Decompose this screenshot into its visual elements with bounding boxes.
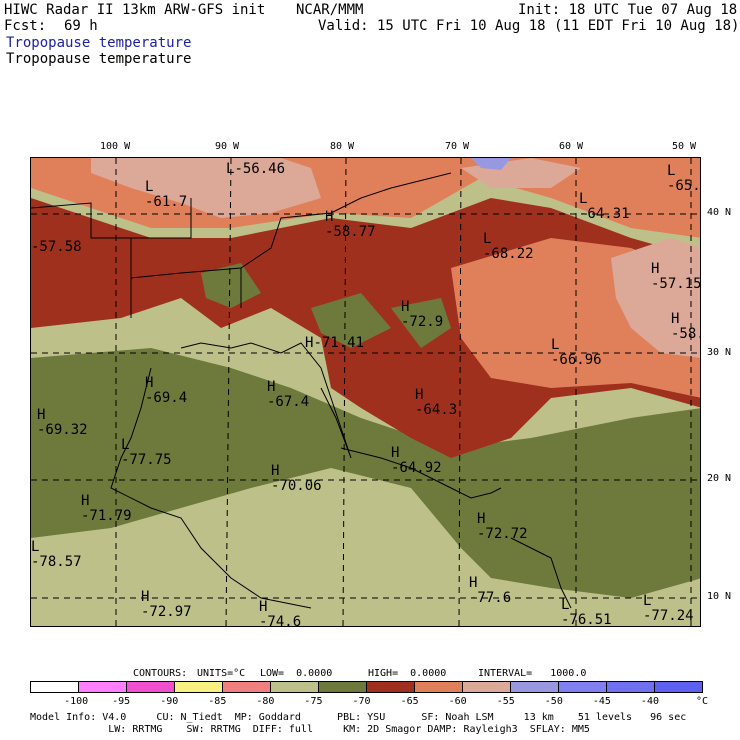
colorbar-tick-label: -65 — [400, 696, 419, 707]
pressure-label: -57.58 — [31, 239, 82, 255]
forecast-label: Fcst: — [4, 18, 47, 34]
lat-label: 30 N — [707, 347, 732, 358]
pressure-label: L -77.75 — [121, 437, 172, 468]
colorbar-tick-label: -85 — [208, 696, 227, 707]
colorbar-tick-label: -70 — [352, 696, 371, 707]
colorbar-swatch — [511, 682, 559, 692]
pressure-label: H -77.6 — [469, 575, 512, 606]
weather-map: L-56.46 L -61.7 L -65. H -58.77 L -64.31… — [30, 157, 701, 627]
lavender-patch — [471, 158, 511, 170]
pressure-label: H -58. — [671, 311, 700, 342]
olive-patch — [201, 263, 261, 308]
colorbar-swatch — [175, 682, 223, 692]
lat-label: 10 N — [707, 591, 732, 602]
pressure-label: L -65. — [667, 163, 701, 194]
olive-patch — [311, 293, 391, 348]
pressure-label: L -68.22 — [483, 231, 534, 262]
pink-region — [91, 158, 321, 218]
pressure-label: L -61.7 — [145, 179, 188, 210]
pressure-label: H -70.06 — [271, 463, 322, 494]
contours-high: HIGH= 0.0000 — [368, 668, 447, 679]
graticule — [31, 158, 700, 626]
colorbar-tick-label: -40 — [640, 696, 659, 707]
pressure-label: L -76.51 — [561, 597, 612, 627]
model-info-line2: LW: RRTMG SW: RRTMG DIFF: full KM: 2D Sm… — [30, 724, 590, 735]
pressure-label: L -66.96 — [551, 337, 602, 368]
pressure-label: H -72.72 — [477, 511, 528, 542]
colorbar-tick-label: -45 — [592, 696, 611, 707]
init-time: Init: 18 UTC Tue 07 Aug 18 — [518, 2, 738, 18]
colorbar-unit: °C — [696, 696, 709, 707]
contours-interval: INTERVAL= 1000.0 — [478, 668, 587, 679]
lat-label: 40 N — [707, 207, 732, 218]
pressure-label: L -78.57 — [31, 539, 82, 570]
pressure-label: H-71.41 — [305, 335, 365, 351]
colorbar-swatch — [319, 682, 367, 692]
colorbar-tick-label: -95 — [112, 696, 131, 707]
lon-label: 60 W — [559, 141, 584, 152]
model-title: HIWC Radar II 13km ARW-GFS init — [4, 2, 266, 18]
pressure-label: H -72.97 — [141, 589, 192, 620]
colorbar-tick-label: -50 — [544, 696, 563, 707]
contours-label: CONTOURS: — [133, 668, 188, 679]
forecast-hours: 69 h — [64, 18, 98, 34]
coastlines — [31, 172, 572, 609]
pressure-label: H -69.32 — [37, 407, 88, 438]
pink-region — [611, 238, 700, 358]
colorbar-swatch — [415, 682, 463, 692]
field-title: Tropopause temperature — [6, 51, 192, 67]
pressure-label: H -69.4 — [145, 375, 188, 406]
pressure-label: H -67.4 — [267, 379, 310, 410]
colorbar-swatch — [607, 682, 655, 692]
lon-label: 50 W — [672, 141, 697, 152]
colorbar-swatch — [655, 682, 702, 692]
colorbar-swatch — [127, 682, 175, 692]
colorbar-tick-label: -60 — [448, 696, 467, 707]
contours-low: LOW= 0.0000 — [260, 668, 333, 679]
colorbar-tick-label: -75 — [304, 696, 323, 707]
colorbar — [30, 681, 703, 693]
colorbar-swatch — [79, 682, 127, 692]
map-fill — [31, 158, 700, 626]
lon-label: 80 W — [330, 141, 355, 152]
colorbar-swatch — [367, 682, 415, 692]
colorbar-swatch — [223, 682, 271, 692]
pressure-label: H -57.15 — [651, 261, 701, 292]
lat-label: 20 N — [707, 473, 732, 484]
colorbar-swatch — [31, 682, 79, 692]
lon-label: 90 W — [215, 141, 240, 152]
pressure-label: H -72.9 — [401, 299, 444, 330]
field-title-blue: Tropopause temperature — [6, 35, 192, 51]
colorbar-swatch — [271, 682, 319, 692]
pressure-label: H -64.92 — [391, 445, 442, 476]
colorbar-swatch — [559, 682, 607, 692]
lon-label: 70 W — [445, 141, 470, 152]
org-label: NCAR/MMM — [296, 2, 364, 18]
colorbar-tick-label: -100 — [64, 696, 89, 707]
pressure-label: H -64.3 — [415, 387, 458, 418]
model-info-line1: Model Info: V4.0 CU: N_Tiedt MP: Goddard… — [30, 712, 687, 723]
olive-region — [31, 348, 700, 598]
contours-units: UNITS=°C — [197, 668, 246, 679]
valid-time: Valid: 15 UTC Fri 10 Aug 18 (11 EDT Fri … — [318, 18, 740, 34]
colorbar-tick-label: -80 — [256, 696, 275, 707]
pressure-label: L -77.24 — [643, 593, 694, 624]
olive-patch — [391, 298, 451, 348]
pressure-label: H -58.77 — [325, 209, 376, 240]
colorbar-swatch — [463, 682, 511, 692]
pressure-label: L-56.46 — [226, 161, 286, 177]
pressure-label: H -74.6 — [259, 599, 302, 627]
lon-label: 100 W — [100, 141, 131, 152]
pressure-label: H -71.79 — [81, 493, 132, 524]
colorbar-tick-label: -55 — [496, 696, 515, 707]
pressure-label: L -64.31 — [579, 191, 630, 222]
colorbar-tick-label: -90 — [160, 696, 179, 707]
